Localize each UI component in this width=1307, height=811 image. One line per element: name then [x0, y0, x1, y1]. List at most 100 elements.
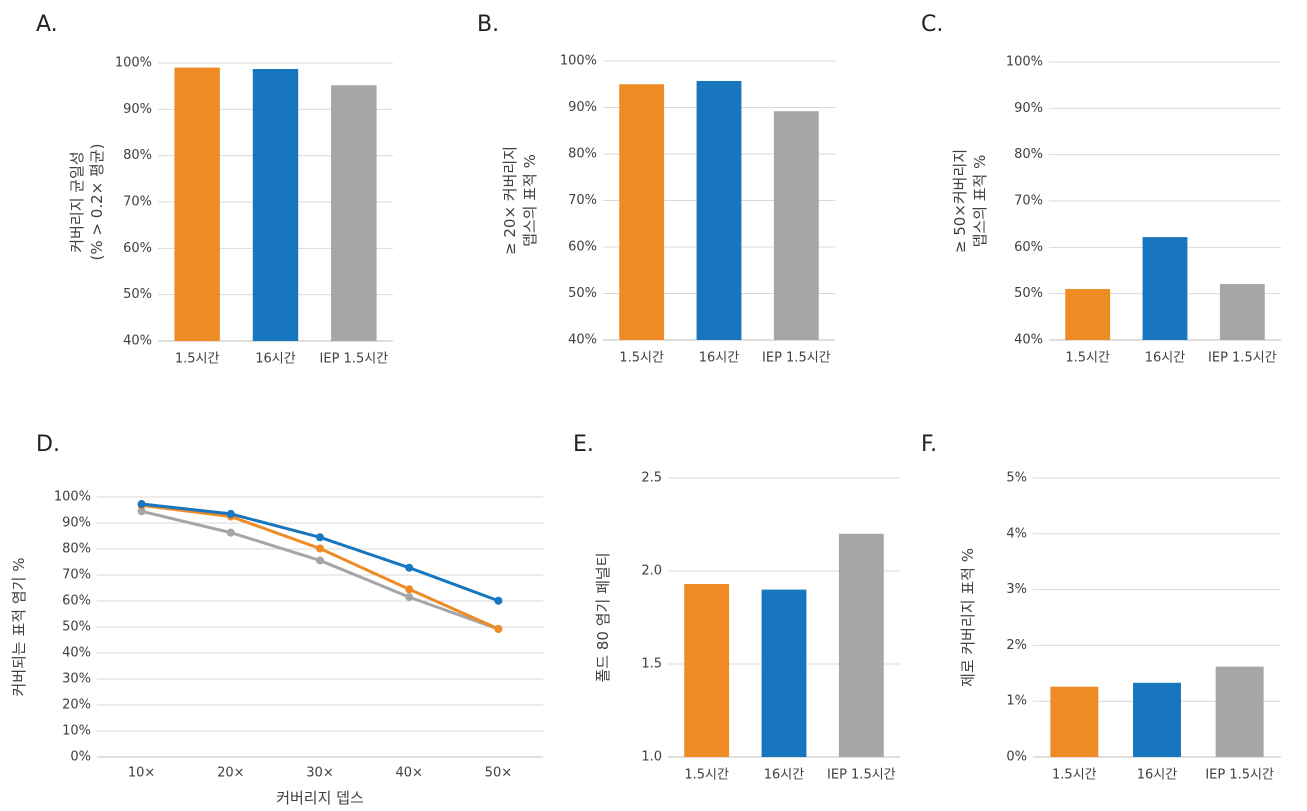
y-tick-label: 3%: [1006, 582, 1027, 597]
y-tick-label: 90%: [123, 102, 152, 117]
x-tick-label: 1.5시간: [684, 768, 729, 783]
y-axis-label: 제로 커버리지 표적 %: [959, 548, 977, 687]
y-tick-label: 70%: [62, 568, 91, 583]
y-tick-label: 80%: [62, 542, 91, 557]
y-tick-label: 60%: [62, 594, 91, 609]
y-axis-label: 뎁스의 표적 %: [971, 155, 989, 248]
x-tick-label: 1.5시간: [175, 352, 220, 367]
y-tick-label: 50%: [123, 287, 152, 302]
data-point: [226, 528, 235, 537]
x-tick-label: IEP 1.5시간: [827, 768, 896, 783]
x-tick-label: IEP 1.5시간: [1205, 768, 1274, 783]
x-tick-label: IEP 1.5시간: [320, 352, 389, 367]
x-tick-label: 10×: [128, 766, 155, 781]
x-tick-label: 16시간: [1145, 351, 1186, 366]
y-tick-label: 5%: [1006, 471, 1027, 486]
y-tick-label: 20%: [62, 698, 91, 713]
bar: [252, 69, 299, 342]
data-point: [316, 544, 324, 553]
x-tick-label: 16시간: [255, 352, 296, 367]
y-tick-label: 50%: [568, 286, 597, 301]
bar: [1133, 682, 1181, 757]
data-point: [137, 507, 146, 516]
y-tick-label: 70%: [568, 193, 597, 208]
y-axis-label: 커버리지 균일성: [68, 151, 86, 252]
y-tick-label: 40%: [568, 333, 597, 348]
x-tick-label: 1.5시간: [1065, 351, 1110, 366]
panel-letter: D.: [36, 432, 60, 457]
data-point: [316, 533, 324, 542]
y-tick-label: 10%: [62, 724, 91, 739]
y-tick-label: 2.0: [641, 564, 662, 579]
y-tick-label: 70%: [123, 195, 152, 210]
x-tick-label: 1.5시간: [1052, 768, 1097, 783]
x-tick-label: 50×: [485, 766, 512, 781]
y-tick-label: 90%: [568, 100, 597, 115]
data-point: [494, 624, 503, 633]
y-tick-label: 100%: [115, 56, 152, 71]
y-tick-label: 100%: [54, 490, 91, 505]
y-tick-label: 60%: [1014, 240, 1043, 255]
data-point: [494, 596, 503, 605]
data-point: [405, 593, 414, 602]
y-tick-label: 40%: [62, 646, 91, 661]
bar: [696, 80, 742, 341]
data-point: [405, 563, 414, 572]
y-tick-label: 80%: [568, 147, 597, 162]
y-tick-label: 1.0: [641, 750, 662, 765]
data-point: [226, 509, 235, 518]
y-tick-label: 1.5: [641, 657, 662, 672]
x-tick-label: 30×: [306, 766, 333, 781]
y-tick-label: 60%: [568, 240, 597, 255]
y-axis-label: (% > 0.2× 평균): [88, 144, 106, 261]
panel-letter: C.: [921, 12, 944, 37]
y-tick-label: 60%: [123, 241, 152, 256]
x-tick-label: 16시간: [764, 768, 805, 783]
y-tick-label: 40%: [1014, 333, 1043, 348]
bar: [684, 584, 730, 757]
y-axis-label: 커버되는 표적 염기 %: [10, 558, 28, 697]
bar: [1050, 686, 1099, 757]
bar: [1219, 283, 1265, 340]
y-tick-label: 80%: [1014, 147, 1043, 162]
y-axis-label: ≥ 20× 커버리지: [501, 146, 519, 255]
x-tick-label: IEP 1.5시간: [762, 351, 831, 366]
y-tick-label: 1%: [1006, 694, 1027, 709]
x-tick-label: 16시간: [699, 351, 740, 366]
bar: [1142, 237, 1188, 340]
data-point: [405, 585, 414, 594]
y-tick-label: 30%: [62, 672, 91, 687]
bar: [773, 111, 819, 340]
x-axis-label: 커버리지 뎁스: [276, 789, 364, 807]
panel-letter: B.: [477, 12, 500, 37]
y-tick-label: 70%: [1014, 194, 1043, 209]
bar: [761, 589, 807, 757]
y-axis-label: ≥ 50×커버리지: [951, 149, 969, 253]
bar: [1215, 666, 1264, 757]
bar: [1065, 289, 1111, 340]
x-tick-label: 20×: [217, 766, 244, 781]
data-point: [316, 556, 324, 565]
y-tick-label: 2%: [1006, 638, 1027, 653]
y-tick-label: 100%: [1006, 55, 1043, 70]
x-tick-label: 40×: [395, 766, 422, 781]
series-line: [141, 509, 499, 631]
bar: [331, 85, 377, 342]
y-tick-label: 0%: [70, 750, 91, 765]
y-tick-label: 50%: [1014, 286, 1043, 301]
y-tick-label: 40%: [123, 334, 152, 349]
data-point: [137, 500, 146, 509]
x-tick-label: 16시간: [1137, 768, 1178, 783]
x-tick-label: IEP 1.5시간: [1208, 351, 1277, 366]
y-tick-label: 4%: [1006, 526, 1027, 541]
panel-letter: A.: [36, 12, 58, 37]
y-tick-label: 100%: [560, 54, 597, 69]
y-tick-label: 0%: [1006, 750, 1027, 765]
x-tick-label: 1.5시간: [619, 351, 664, 366]
panel-letter: F.: [921, 432, 938, 457]
y-tick-label: 90%: [62, 516, 91, 531]
y-tick-label: 2.5: [641, 471, 662, 486]
y-tick-label: 80%: [123, 148, 152, 163]
bar: [174, 67, 220, 341]
